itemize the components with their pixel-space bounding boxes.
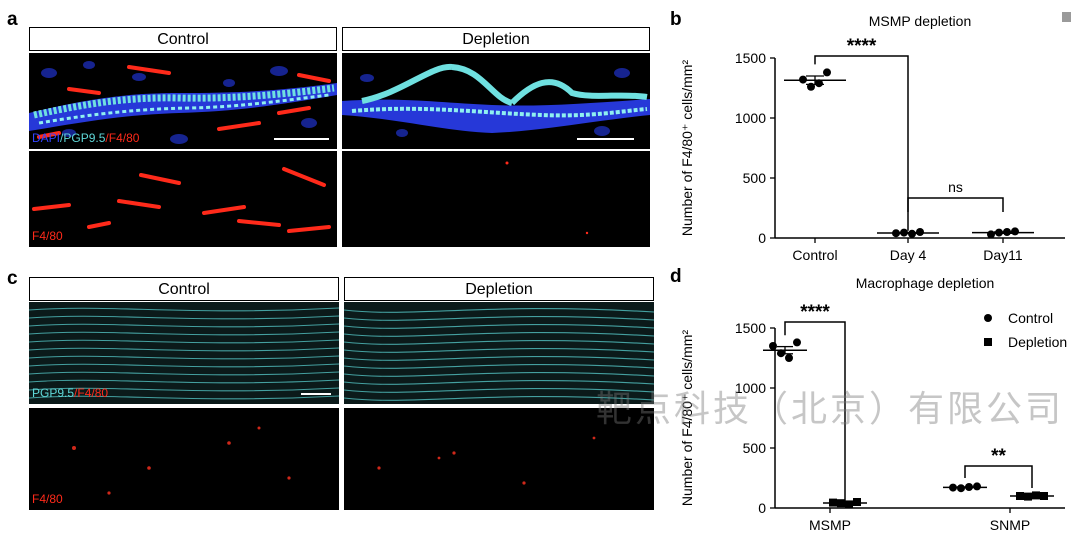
y-tick-label: 1500 (735, 320, 766, 336)
data-point (807, 82, 815, 91)
y-tick-label: 0 (758, 500, 766, 516)
y-tick-label: 1000 (735, 110, 766, 126)
chart-d: Macrophage depletion 0 500 1000 1500 MSMP SNMP… (679, 275, 1067, 533)
data-point (1024, 492, 1032, 501)
significance-bracket (907, 197, 1004, 212)
legend-sep: / (74, 386, 78, 400)
data-point (1016, 492, 1024, 500)
panel-a-merge-depletion-image (342, 53, 650, 149)
data-point (908, 229, 916, 238)
significance-label: ns (948, 179, 963, 195)
chart-b: MSMP depletion 0 500 1000 1500 Control Day 4 Da… (679, 12, 1071, 263)
legend-marker-depletion (984, 338, 992, 346)
panel-c-f480-depletion-image (344, 408, 654, 510)
data-point (815, 79, 823, 88)
y-tick-label: 1000 (735, 380, 766, 396)
x-tick-label: SNMP (990, 517, 1030, 533)
panel-c-legend-f480: F4/80 (32, 492, 63, 506)
panel-c-merge-control-image: PGP9.5/F4/80 (29, 302, 339, 404)
panel-a-f480-control-image: F4/80 (29, 151, 337, 247)
legend-sep: / (60, 131, 64, 145)
data-point (793, 338, 801, 347)
data-point (853, 498, 861, 506)
significance-bracket (964, 465, 1033, 488)
panel-a-header-control: Control (29, 27, 337, 51)
data-point (823, 68, 831, 77)
data-point (965, 483, 973, 491)
significance-label: **** (800, 302, 830, 323)
panel-a-label: a (7, 9, 18, 30)
watermark-text: 靶点科技（北京）有限公司 (596, 388, 1065, 429)
x-tick-label: MSMP (809, 517, 851, 533)
data-point (785, 354, 793, 362)
significance-label: **** (847, 36, 877, 57)
legend-label: Depletion (1008, 334, 1067, 350)
data-point (987, 230, 995, 239)
y-axis-label: Number of F4/80⁺ cells/mm² (679, 330, 695, 507)
panel-c-label: c (7, 268, 18, 289)
data-point (829, 498, 837, 507)
data-point (973, 482, 981, 491)
significance-label: ** (991, 446, 1006, 467)
legend-f480: F4/80 (108, 131, 140, 145)
panel-c-header-depletion: Depletion (344, 277, 654, 301)
panel-a-header-depletion: Depletion (342, 27, 650, 51)
panel-a-merge-control-image: DAPI/PGP9.5/F4/80 (29, 53, 337, 149)
data-point (1032, 491, 1040, 500)
panel-a-legend-f480: F4/80 (32, 229, 63, 243)
chart-title: MSMP depletion (869, 13, 971, 29)
legend-f480: F4/80 (77, 386, 109, 400)
legend-dapi: DAPI (32, 131, 61, 145)
data-point (892, 229, 900, 238)
y-tick-label: 1500 (735, 50, 766, 66)
panel-c-merge-depletion-image (344, 302, 654, 404)
x-tick-label: Control (792, 247, 837, 263)
panel-c-f480-control-image: F4/80 (29, 408, 339, 510)
legend-sep: / (105, 131, 109, 145)
legend-marker-control (984, 314, 992, 322)
data-point (845, 500, 853, 509)
panel-c-legend-merge: PGP9.5/F4/80 (32, 386, 108, 400)
data-point (916, 228, 924, 236)
document-icon (1062, 12, 1071, 22)
panel-b-label: b (670, 9, 682, 30)
data-point (1011, 227, 1019, 236)
y-tick-label: 0 (758, 230, 766, 246)
significance-bracket (784, 321, 846, 501)
panel-a-legend-merge: DAPI/PGP9.5/F4/80 (32, 131, 139, 145)
data-point (769, 342, 777, 350)
y-tick-label: 500 (743, 440, 767, 456)
y-axis-label: Number of F4/80⁺ cells/mm² (679, 60, 695, 237)
x-tick-label: Day11 (983, 247, 1023, 263)
panel-a-f480-depletion-image (342, 151, 650, 247)
data-point (837, 499, 845, 508)
data-point (957, 484, 965, 493)
data-point (1003, 228, 1011, 236)
data-point (949, 483, 957, 492)
data-point (1040, 492, 1048, 500)
panel-c-header-control: Control (29, 277, 339, 301)
data-point (777, 349, 785, 358)
panel-d-label: d (670, 266, 682, 287)
data-point (995, 228, 1003, 237)
y-tick-label: 500 (743, 170, 767, 186)
chart-title: Macrophage depletion (856, 275, 995, 291)
significance-bracket (814, 55, 909, 231)
legend-label: Control (1008, 310, 1053, 326)
data-point (799, 75, 807, 84)
x-tick-label: Day 4 (890, 247, 927, 263)
legend-pgp: PGP9.5 (63, 131, 106, 145)
data-point (900, 228, 908, 237)
legend-pgp: PGP9.5 (32, 386, 75, 400)
